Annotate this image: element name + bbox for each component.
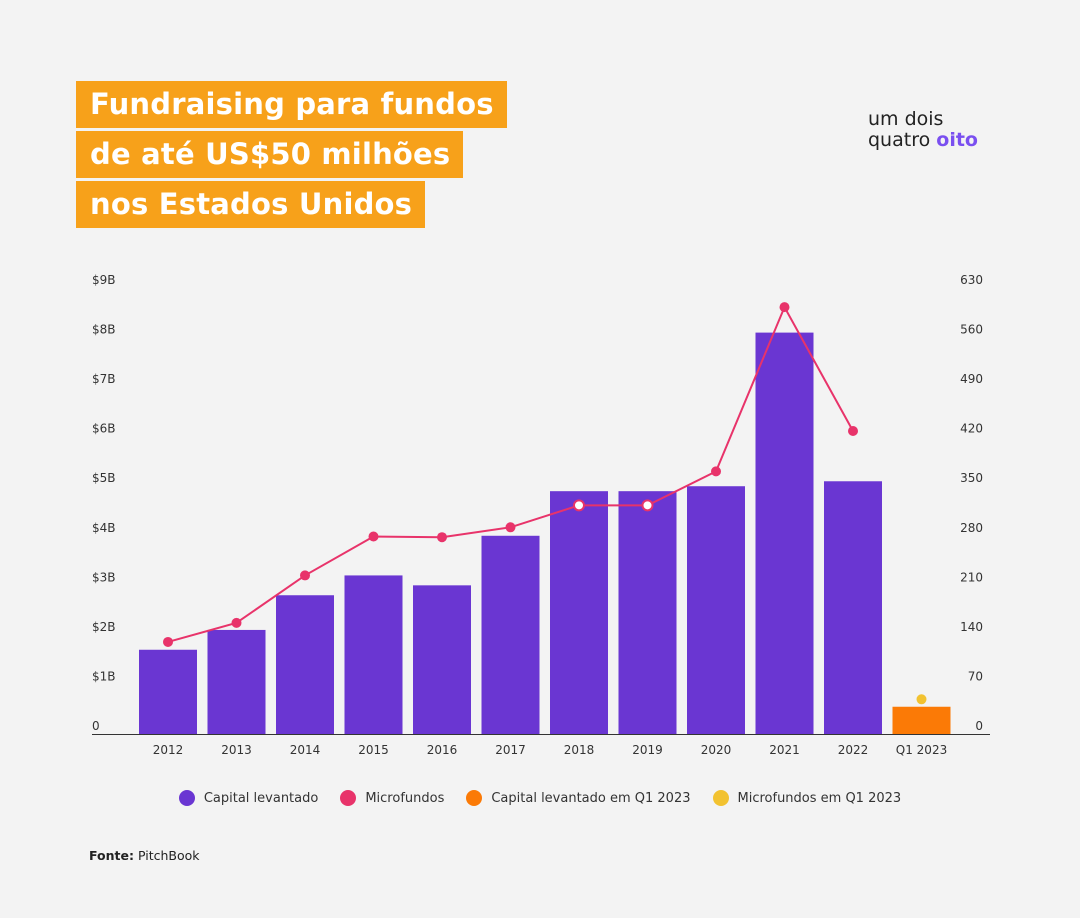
left-axis-tick-label: $9B: [92, 273, 116, 287]
x-axis-tick-label: 2014: [290, 743, 321, 757]
bar-capital-levantado: [755, 332, 814, 734]
legend-item: Microfundos em Q1 2023: [712, 790, 902, 806]
point-microfundos: [711, 466, 721, 477]
right-axis-tick-label: 420: [960, 422, 983, 436]
point-microfundos: [779, 302, 790, 313]
left-axis-tick-label: $2B: [92, 620, 116, 634]
legend-label: Microfundos em Q1 2023: [737, 790, 902, 806]
right-axis-tick-label: 70: [968, 669, 983, 683]
bar-capital-levantado: [344, 575, 403, 734]
x-axis-tick-label: 2012: [153, 743, 184, 757]
point-microfundos: [437, 532, 447, 543]
left-axis-tick-label: $3B: [92, 570, 116, 584]
left-axis-tick-label: 0: [92, 719, 100, 733]
bar-capital-levantado: [139, 649, 197, 734]
source-label: Fonte:: [89, 848, 134, 863]
point-microfundos: [163, 636, 173, 647]
brand-word-quatro: quatro: [868, 129, 931, 151]
legend-item: Capital levantado: [178, 790, 319, 806]
left-axis-tick-label: $6B: [92, 422, 116, 436]
bar-capital-levantado: [413, 585, 471, 734]
title-line-1: Fundraising para fundos: [76, 81, 507, 128]
x-axis-tick-label: 2017: [495, 743, 526, 757]
bar-capital-q1-2023: [892, 706, 951, 734]
right-axis-tick-label: 210: [960, 570, 983, 584]
bar-capital-levantado: [618, 491, 677, 734]
x-axis-tick-label: Q1 2023: [896, 743, 947, 757]
brand-word-oito: oito: [936, 129, 978, 151]
x-axis-tick-label: 2013: [221, 743, 252, 757]
point-microfundos: [848, 426, 858, 437]
point-microfundos: [573, 499, 585, 512]
bar-capital-levantado: [481, 535, 540, 734]
brand-line-2: quatro oito: [868, 130, 978, 151]
x-axis-tick-label: 2018: [564, 743, 595, 757]
source-value: PitchBook: [137, 848, 200, 863]
point-microfundos-q1-2023: [916, 694, 927, 705]
point-microfundos: [300, 570, 310, 581]
legend-label: Capital levantado em Q1 2023: [491, 790, 691, 806]
left-axis-tick-label: $5B: [92, 471, 116, 485]
brand-line-1: um dois: [868, 108, 944, 130]
legend-label: Capital levantado: [203, 790, 319, 806]
point-microfundos: [505, 522, 516, 533]
x-axis-tick-label: 2022: [838, 743, 869, 757]
right-axis-tick-label: 350: [960, 471, 983, 485]
chart-title: Fundraising para fundos de até US$50 mil…: [76, 81, 507, 231]
x-axis-tick-label: 2021: [769, 743, 800, 757]
x-axis-tick-label: 2020: [701, 743, 732, 757]
left-axis-tick-label: $7B: [92, 372, 116, 386]
legend-label: Microfundos: [365, 790, 445, 806]
x-axis-tick-label: 2019: [632, 743, 663, 757]
left-axis-tick-label: $8B: [92, 323, 116, 337]
right-axis-tick-label: 140: [960, 620, 983, 634]
bar-capital-levantado: [207, 629, 266, 734]
legend-swatch: [340, 790, 357, 806]
bar-capital-levantado: [276, 595, 334, 734]
x-axis-tick-label: 2016: [427, 743, 458, 757]
legend-item: Microfundos: [340, 790, 444, 806]
legend-item: Capital levantado em Q1 2023: [466, 790, 691, 806]
legend-swatch: [712, 790, 729, 806]
right-axis-tick-label: 630: [960, 273, 983, 287]
point-microfundos: [231, 617, 242, 628]
x-axis-tick-label: 2015: [358, 743, 389, 757]
title-line-2: de até US$50 milhões: [76, 131, 464, 178]
point-microfundos: [641, 499, 654, 512]
right-axis-tick-label: 280: [960, 521, 983, 535]
bar-capital-levantado: [824, 481, 882, 734]
right-axis-tick-label: 490: [960, 372, 983, 386]
legend-swatch: [178, 790, 195, 806]
brand-logo: um dois quatro oito: [868, 109, 978, 151]
right-axis-tick-label: 0: [975, 719, 983, 733]
left-axis-tick-label: $4B: [92, 521, 116, 535]
left-axis-tick-label: $1B: [92, 669, 116, 683]
legend: Capital levantado Microfundos Capital leva…: [0, 790, 1080, 806]
point-microfundos: [368, 531, 379, 542]
title-line-3: nos Estados Unidos: [76, 181, 426, 228]
source-note: Fonte: PitchBook: [89, 848, 200, 863]
bar-capital-levantado: [687, 486, 745, 734]
right-axis-tick-label: 560: [960, 323, 983, 337]
bar-capital-levantado: [550, 491, 608, 734]
legend-swatch: [466, 790, 483, 806]
